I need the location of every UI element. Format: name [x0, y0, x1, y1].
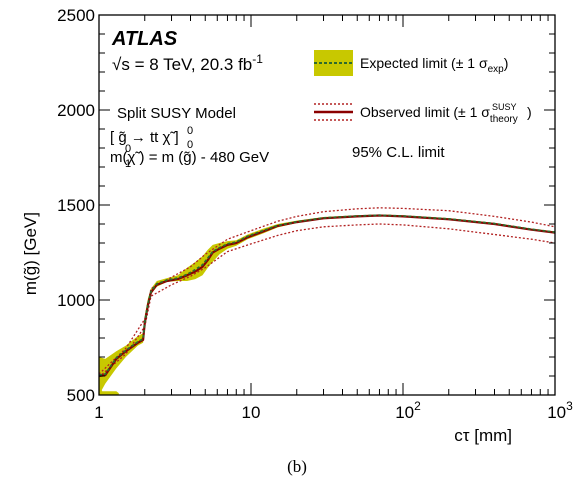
figure-caption: (b) — [287, 457, 307, 476]
tick-layer: 500 1000 1500 2000 2500 1 10 102 103 — [57, 6, 573, 422]
x-tick-label: 10 — [242, 403, 261, 422]
expected-band-layer — [99, 214, 555, 395]
mass-relation-label: m(χ̃ ) = m (g̃) - 480 GeV0 1 — [110, 143, 269, 170]
energy-label: √s = 8 TeV, 20.3 fb-1 — [112, 52, 263, 74]
y-tick-label: 500 — [67, 386, 95, 405]
experiment-label: ATLAS — [111, 28, 178, 50]
x-tick-label: 1 — [94, 403, 103, 422]
series-layer — [98, 207, 556, 378]
legend: Expected limit (± 1 σexp) Observed limit… — [314, 50, 532, 125]
series-observed-up-line — [98, 207, 556, 375]
cl-label: 95% C.L. limit — [352, 144, 445, 161]
x-tick-label: 103 — [547, 399, 573, 422]
y-tick-label: 1500 — [57, 196, 95, 215]
model-name-label: Split SUSY Model — [117, 105, 236, 122]
y-tick-label: 1000 — [57, 291, 95, 310]
series-observed-down-line — [98, 223, 556, 378]
y-tick-label: 2500 — [57, 6, 95, 25]
x-axis-title: cτ [mm] — [454, 426, 512, 445]
y-tick-label: 2000 — [57, 101, 95, 120]
series-expected-line — [98, 214, 556, 376]
y-axis-title: m(g̃) [GeV] — [21, 212, 40, 295]
decay-label: [ g̃ → tt χ̃ ] 0 0 — [110, 125, 193, 151]
series-observed-line — [98, 214, 556, 378]
legend-expected-label: Expected limit (± 1 σexp) — [360, 55, 508, 75]
expected-band-low-edge — [99, 383, 119, 395]
expected-band-area — [99, 214, 555, 395]
x-tick-label: 102 — [395, 399, 421, 422]
legend-observed-label: Observed limit (± 1 σtheorySUSY) — [360, 102, 532, 125]
